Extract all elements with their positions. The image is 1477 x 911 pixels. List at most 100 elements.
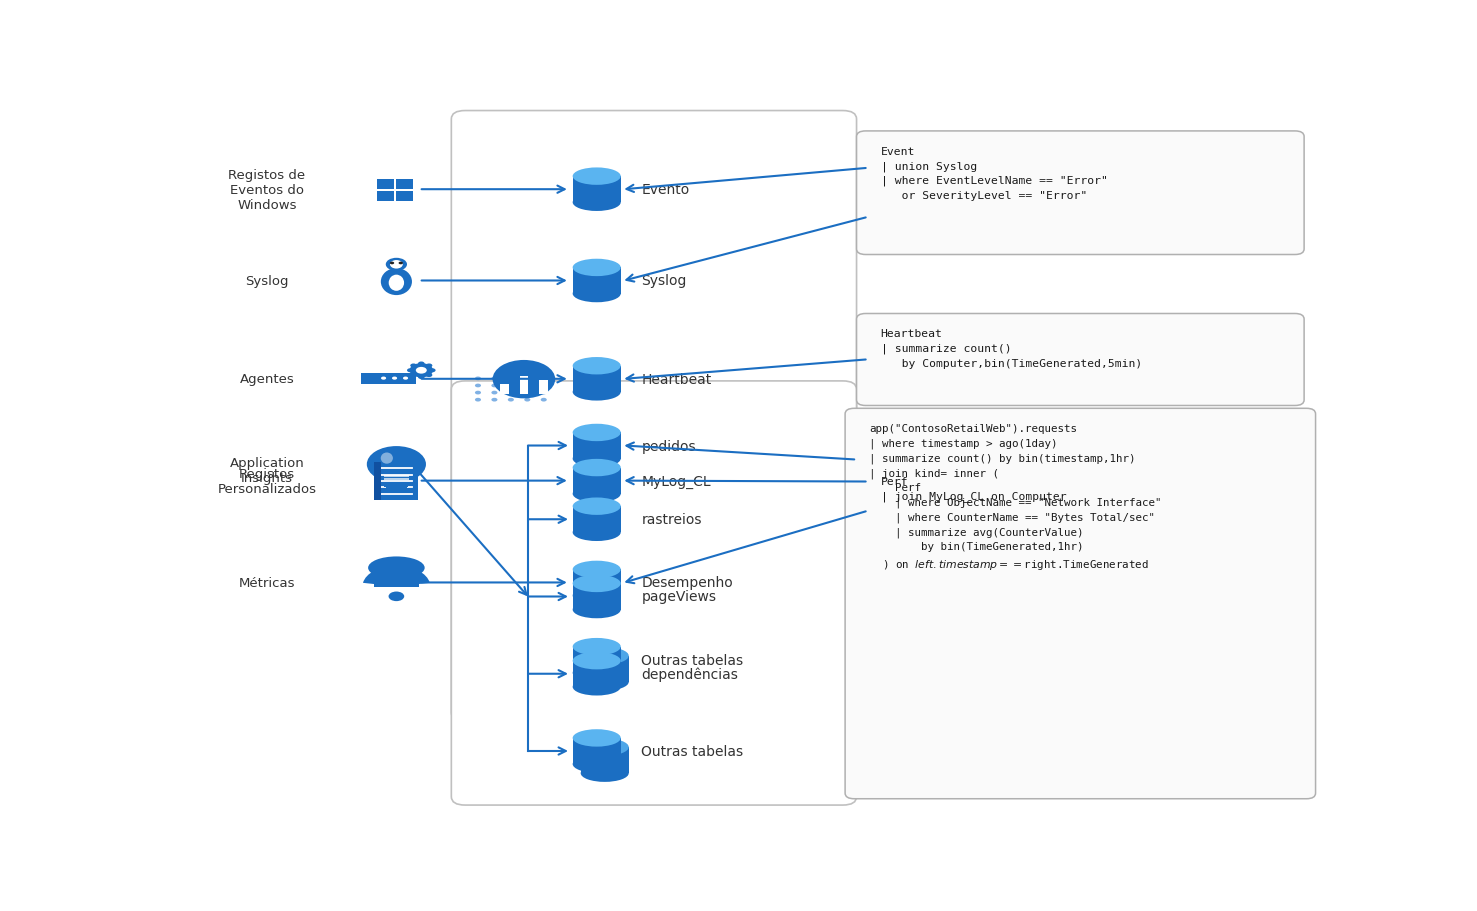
Text: dependências: dependências bbox=[641, 667, 738, 681]
FancyBboxPatch shape bbox=[377, 179, 394, 190]
Polygon shape bbox=[573, 569, 620, 596]
Text: Registos de
Eventos do
Windows: Registos de Eventos do Windows bbox=[229, 169, 306, 211]
Ellipse shape bbox=[368, 557, 425, 579]
Text: Agentes: Agentes bbox=[239, 373, 294, 386]
FancyBboxPatch shape bbox=[857, 462, 1304, 532]
FancyBboxPatch shape bbox=[501, 384, 508, 394]
Text: Registos
Personalizados: Registos Personalizados bbox=[217, 467, 316, 495]
Ellipse shape bbox=[388, 275, 405, 292]
FancyBboxPatch shape bbox=[452, 382, 857, 805]
Text: Heartbeat: Heartbeat bbox=[641, 373, 712, 386]
Circle shape bbox=[508, 377, 514, 381]
Circle shape bbox=[425, 374, 433, 378]
Polygon shape bbox=[573, 468, 620, 494]
Circle shape bbox=[403, 377, 408, 380]
Ellipse shape bbox=[580, 764, 629, 782]
Ellipse shape bbox=[573, 561, 620, 578]
FancyBboxPatch shape bbox=[385, 488, 406, 490]
Circle shape bbox=[524, 392, 530, 395]
FancyBboxPatch shape bbox=[452, 111, 857, 721]
Circle shape bbox=[417, 367, 427, 374]
Circle shape bbox=[425, 364, 433, 368]
Polygon shape bbox=[573, 584, 620, 609]
Ellipse shape bbox=[573, 639, 620, 656]
Ellipse shape bbox=[573, 652, 620, 670]
Text: Desempenho: Desempenho bbox=[641, 576, 733, 589]
Circle shape bbox=[492, 392, 498, 395]
Ellipse shape bbox=[580, 648, 629, 665]
Circle shape bbox=[399, 262, 403, 265]
Circle shape bbox=[508, 398, 514, 402]
Circle shape bbox=[391, 377, 397, 380]
Ellipse shape bbox=[573, 498, 620, 516]
Ellipse shape bbox=[573, 601, 620, 619]
Ellipse shape bbox=[573, 194, 620, 211]
Polygon shape bbox=[573, 738, 620, 764]
Text: rastreios: rastreios bbox=[641, 513, 702, 527]
Ellipse shape bbox=[573, 730, 620, 747]
FancyBboxPatch shape bbox=[520, 377, 529, 394]
Circle shape bbox=[390, 262, 394, 265]
Polygon shape bbox=[573, 433, 620, 459]
Circle shape bbox=[541, 377, 546, 381]
Polygon shape bbox=[378, 472, 415, 486]
FancyBboxPatch shape bbox=[374, 462, 418, 500]
Polygon shape bbox=[573, 366, 620, 393]
Circle shape bbox=[492, 398, 498, 402]
Ellipse shape bbox=[573, 384, 620, 401]
Text: Syslog: Syslog bbox=[245, 275, 289, 288]
Circle shape bbox=[476, 384, 482, 388]
Ellipse shape bbox=[573, 575, 620, 592]
FancyBboxPatch shape bbox=[384, 476, 409, 477]
Ellipse shape bbox=[589, 682, 637, 700]
Circle shape bbox=[418, 362, 424, 366]
FancyBboxPatch shape bbox=[374, 583, 419, 588]
Circle shape bbox=[411, 374, 417, 378]
Circle shape bbox=[492, 377, 498, 381]
Text: Application
Insights: Application Insights bbox=[229, 456, 304, 485]
Circle shape bbox=[476, 398, 482, 402]
Circle shape bbox=[541, 392, 546, 395]
Circle shape bbox=[508, 384, 514, 388]
Circle shape bbox=[524, 398, 530, 402]
Circle shape bbox=[524, 377, 530, 381]
Ellipse shape bbox=[573, 459, 620, 476]
Ellipse shape bbox=[580, 739, 629, 756]
Polygon shape bbox=[589, 665, 637, 691]
FancyBboxPatch shape bbox=[384, 485, 408, 487]
FancyBboxPatch shape bbox=[374, 462, 381, 500]
Circle shape bbox=[541, 384, 546, 388]
Ellipse shape bbox=[573, 450, 620, 467]
Circle shape bbox=[476, 392, 482, 395]
FancyBboxPatch shape bbox=[857, 314, 1304, 406]
Circle shape bbox=[428, 369, 436, 373]
Ellipse shape bbox=[573, 358, 620, 375]
Polygon shape bbox=[573, 647, 620, 673]
Text: Outras tabelas: Outras tabelas bbox=[641, 744, 743, 758]
Circle shape bbox=[476, 377, 482, 381]
FancyBboxPatch shape bbox=[362, 593, 431, 610]
Circle shape bbox=[492, 384, 498, 388]
Circle shape bbox=[388, 592, 405, 601]
Polygon shape bbox=[580, 747, 629, 773]
Text: pedidos: pedidos bbox=[641, 439, 696, 453]
Wedge shape bbox=[363, 566, 430, 587]
Ellipse shape bbox=[573, 169, 620, 186]
Ellipse shape bbox=[580, 673, 629, 691]
FancyBboxPatch shape bbox=[845, 409, 1316, 799]
Circle shape bbox=[409, 363, 433, 378]
Ellipse shape bbox=[385, 259, 408, 271]
Text: Outras tabelas: Outras tabelas bbox=[641, 653, 743, 667]
Circle shape bbox=[524, 384, 530, 388]
Circle shape bbox=[508, 392, 514, 395]
Text: Métricas: Métricas bbox=[239, 577, 295, 589]
Circle shape bbox=[418, 375, 424, 380]
FancyBboxPatch shape bbox=[539, 381, 548, 394]
Ellipse shape bbox=[589, 748, 637, 765]
Ellipse shape bbox=[573, 588, 620, 605]
Ellipse shape bbox=[589, 773, 637, 791]
Circle shape bbox=[411, 364, 417, 368]
Ellipse shape bbox=[390, 261, 403, 270]
Ellipse shape bbox=[573, 664, 620, 681]
Polygon shape bbox=[573, 268, 620, 294]
